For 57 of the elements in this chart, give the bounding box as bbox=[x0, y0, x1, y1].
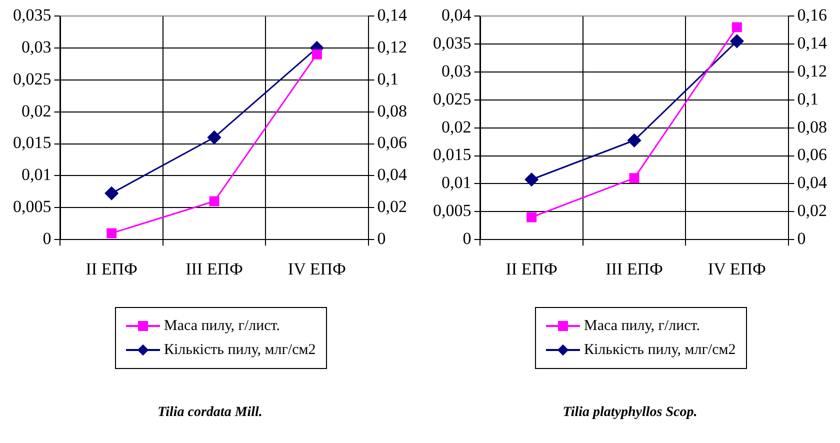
y-tick-label: 0,03 bbox=[442, 61, 472, 80]
y2-tick-label: 0 bbox=[377, 229, 386, 248]
point bbox=[629, 173, 640, 184]
point bbox=[730, 34, 744, 48]
y2-tick-label: 0,02 bbox=[377, 197, 407, 216]
point bbox=[524, 172, 538, 186]
point bbox=[209, 196, 220, 206]
point bbox=[628, 134, 641, 148]
y2-tick-label: 0,08 bbox=[797, 117, 827, 136]
text: Tilia platyphyllos Scop. bbox=[562, 405, 698, 421]
legend-label: Кількість пилу, млг/см2 bbox=[584, 342, 736, 358]
y-tick-label: 0,015 bbox=[433, 145, 472, 164]
y2-tick-label: 0,06 bbox=[377, 133, 407, 152]
y-tick-label: 0 bbox=[462, 229, 472, 248]
y-tick-label: 0,005 bbox=[433, 201, 472, 220]
x-tick-label: IV ЕПФ bbox=[708, 259, 766, 278]
y2-tick-label: 0,08 bbox=[377, 101, 407, 120]
legend-label: Маса пилу, г/лист. bbox=[584, 318, 700, 334]
y2-tick-label: 0,04 bbox=[797, 173, 828, 192]
point bbox=[106, 228, 117, 238]
point bbox=[732, 22, 742, 32]
y-tick-label: 0,03 bbox=[22, 37, 52, 56]
y2-tick-label: 0,12 bbox=[377, 37, 407, 56]
text: Tilia cordata Mill. bbox=[156, 405, 264, 421]
y-tick-label: 0,025 bbox=[13, 69, 52, 88]
y-tick-label: 0,01 bbox=[442, 173, 472, 192]
x-tick-label: II ЕПФ bbox=[86, 259, 138, 278]
y-tick-label: 0,015 bbox=[13, 133, 52, 152]
y-tick-label: 0,02 bbox=[442, 117, 472, 136]
y-tick-label: 0,01 bbox=[22, 165, 52, 184]
y2-tick-label: 0 bbox=[797, 229, 806, 248]
y2-tick-label: 0,04 bbox=[377, 165, 408, 184]
point bbox=[312, 49, 322, 60]
point bbox=[104, 186, 118, 200]
y-tick-label: 0,005 bbox=[13, 197, 52, 216]
x-tick-label: III ЕПФ bbox=[606, 259, 663, 278]
y2-tick-label: 0,14 bbox=[377, 5, 408, 24]
y-tick-label: 0,02 bbox=[22, 101, 52, 120]
y2-tick-label: 0,1 bbox=[377, 69, 398, 88]
y2-tick-label: 0,06 bbox=[797, 145, 827, 164]
point bbox=[526, 212, 537, 222]
x-tick-label: II ЕПФ bbox=[506, 259, 558, 278]
point bbox=[208, 130, 221, 144]
x-tick-label: IV ЕПФ bbox=[288, 259, 346, 278]
y-tick-label: 0,04 bbox=[442, 5, 472, 24]
y2-tick-label: 0,02 bbox=[797, 201, 827, 220]
legend-label: Маса пилу, г/лист. bbox=[164, 318, 280, 334]
y-tick-label: 0,025 bbox=[433, 89, 472, 108]
y2-tick-label: 0,14 bbox=[797, 33, 828, 52]
y-tick-label: 0,035 bbox=[433, 33, 472, 52]
legend-label: Кількість пилу, млг/см2 bbox=[164, 342, 316, 358]
x-tick-label: III ЕПФ bbox=[186, 259, 243, 278]
y-tick-label: 0 bbox=[42, 229, 52, 248]
y2-tick-label: 0,1 bbox=[797, 89, 818, 108]
y2-tick-label: 0,16 bbox=[797, 5, 827, 24]
y-tick-label: 0,035 bbox=[13, 5, 52, 24]
y2-tick-label: 0,12 bbox=[797, 61, 827, 80]
